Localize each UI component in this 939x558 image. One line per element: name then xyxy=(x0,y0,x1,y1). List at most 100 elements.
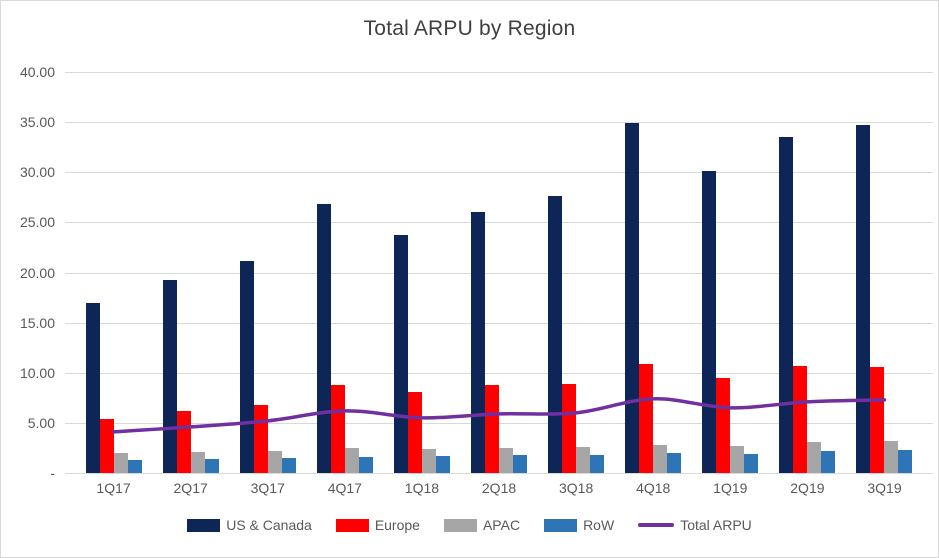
legend-line-swatch-total-arpu xyxy=(638,523,675,527)
gridline xyxy=(65,473,933,474)
y-tick-label: 40.00 xyxy=(19,64,55,80)
gridline xyxy=(65,72,933,73)
chart-title: Total ARPU by Region xyxy=(363,17,576,40)
x-tick-label: 2Q19 xyxy=(790,480,825,496)
bar-apac xyxy=(576,446,591,473)
bar-us-canada xyxy=(856,125,871,473)
legend: US & Canada Europe APAC RoW Total ARPU xyxy=(1,517,938,533)
bar-europe xyxy=(793,365,808,473)
total-arpu-line-svg xyxy=(111,397,887,434)
bar-apac xyxy=(884,440,899,473)
bar-group xyxy=(692,72,769,473)
legend-item-apac: APAC xyxy=(443,517,521,533)
y-tick-label: - xyxy=(50,465,55,481)
bar-row xyxy=(590,454,605,473)
x-tick-label: 3Q19 xyxy=(867,480,902,496)
plot-area xyxy=(65,72,933,474)
bar-apac xyxy=(267,450,282,473)
x-tick-label: 3Q18 xyxy=(558,480,594,496)
y-tick-label: 35.00 xyxy=(19,114,55,131)
legend-label: US & Canada xyxy=(226,517,312,533)
bar-group xyxy=(769,72,846,473)
bar-us-canada xyxy=(316,204,331,473)
bar-group xyxy=(75,72,152,473)
bar-europe xyxy=(562,383,577,473)
x-tick-label: 3Q17 xyxy=(250,480,285,496)
legend-item-us-canada: US & Canada xyxy=(187,517,312,533)
bar-us-canada xyxy=(779,137,794,473)
y-axis: 40.00 35.00 30.00 25.00 20.00 15.00 10.00 5.00 - xyxy=(1,1,59,557)
bar-apac xyxy=(653,444,668,473)
bar-apac xyxy=(730,445,745,473)
gridline xyxy=(65,322,933,324)
bar-groups xyxy=(75,72,923,473)
x-tick-label: 4Q18 xyxy=(636,480,671,496)
legend-swatch-europe xyxy=(335,518,369,532)
bar-row xyxy=(821,450,836,473)
x-axis: 1Q17 2Q17 3Q17 4Q17 1Q18 2Q18 3Q18 4Q18 1Q19 2Q19… xyxy=(75,480,923,496)
bar-us-canada xyxy=(471,212,486,473)
bar-row xyxy=(898,449,913,473)
bar-row xyxy=(127,459,142,473)
bar-apac xyxy=(113,452,128,473)
bar-apac xyxy=(421,448,436,473)
y-tick-label: 25.00 xyxy=(19,214,55,231)
bar-group xyxy=(460,72,537,473)
bar-us-canada xyxy=(85,302,100,473)
y-tick-label: 5.00 xyxy=(27,414,55,431)
bar-apac xyxy=(499,447,514,473)
bar-group xyxy=(383,72,460,473)
bar-group xyxy=(615,72,692,473)
bar-europe xyxy=(870,366,885,473)
gridline xyxy=(65,222,933,224)
x-tick-label: 1Q19 xyxy=(713,480,748,496)
bar-us-canada xyxy=(162,279,177,473)
x-tick-label: 1Q17 xyxy=(96,480,131,496)
legend-label: Total ARPU xyxy=(680,517,752,533)
bar-group xyxy=(538,72,615,473)
legend-swatch-apac xyxy=(443,518,477,532)
legend-item-row: RoW xyxy=(544,517,614,533)
bar-us-canada xyxy=(393,235,408,473)
legend-item-europe: Europe xyxy=(335,517,420,533)
legend-label: Europe xyxy=(374,517,420,533)
bar-europe xyxy=(485,384,500,473)
x-tick-label: 2Q17 xyxy=(173,480,208,496)
bar-us-canada xyxy=(239,261,254,473)
bar-group xyxy=(306,72,383,473)
bar-us-canada xyxy=(548,196,563,473)
gridline xyxy=(65,272,933,274)
gridline xyxy=(65,122,933,124)
bar-europe xyxy=(639,363,654,473)
y-tick-label: 15.00 xyxy=(19,314,55,331)
y-tick-label: 20.00 xyxy=(19,264,55,281)
bar-apac xyxy=(190,451,205,473)
x-tick-label: 2Q18 xyxy=(481,480,517,496)
bar-europe xyxy=(330,384,345,473)
bar-row xyxy=(435,455,450,473)
bar-europe xyxy=(99,418,114,473)
bar-row xyxy=(281,457,296,473)
bar-row xyxy=(744,453,759,473)
bar-row xyxy=(358,456,373,473)
bar-europe xyxy=(716,377,731,473)
bar-europe xyxy=(407,391,422,473)
x-tick-label: 4Q17 xyxy=(327,480,362,496)
legend-label: RoW xyxy=(583,517,615,533)
bar-group xyxy=(152,72,229,473)
legend-swatch-row xyxy=(544,518,578,532)
legend-swatch-us-canada xyxy=(187,518,221,532)
gridline xyxy=(65,172,933,174)
y-tick-label: 10.00 xyxy=(19,364,55,381)
bar-row xyxy=(204,458,219,473)
bar-apac xyxy=(344,447,359,473)
bar-apac xyxy=(807,441,822,473)
bar-us-canada xyxy=(702,171,717,473)
bar-group xyxy=(846,72,923,473)
line-total-arpu xyxy=(111,397,887,434)
bar-us-canada xyxy=(625,123,640,473)
legend-label: APAC xyxy=(482,517,521,533)
legend-item-total-arpu: Total ARPU xyxy=(638,517,752,533)
bar-row xyxy=(513,454,528,473)
